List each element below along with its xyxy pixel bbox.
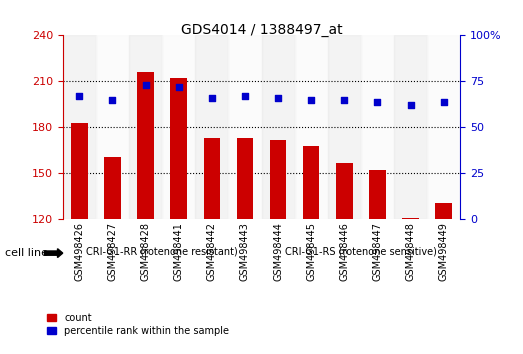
- Bar: [402, 218, 419, 219]
- Bar: [369, 170, 385, 219]
- Bar: [328, 35, 361, 219]
- Bar: [195, 35, 229, 219]
- Point: [439, 99, 448, 104]
- Bar: [303, 146, 320, 219]
- Bar: [262, 35, 294, 219]
- Bar: [270, 140, 287, 219]
- Point: [241, 93, 249, 99]
- Bar: [96, 35, 129, 219]
- Text: CRI-G1-RS (rotenone sensitive): CRI-G1-RS (rotenone sensitive): [285, 246, 437, 256]
- Point: [141, 82, 150, 88]
- Point: [340, 97, 348, 103]
- Bar: [236, 138, 253, 219]
- Bar: [170, 78, 187, 219]
- Bar: [435, 202, 452, 219]
- Text: CRI-G1-RR (rotenone resistant): CRI-G1-RR (rotenone resistant): [86, 246, 238, 256]
- Legend: count, percentile rank within the sample: count, percentile rank within the sample: [47, 313, 229, 336]
- Bar: [294, 35, 328, 219]
- Bar: [71, 123, 87, 219]
- Bar: [229, 35, 262, 219]
- Text: cell line: cell line: [5, 248, 48, 258]
- Bar: [394, 35, 427, 219]
- Point: [175, 84, 183, 90]
- Bar: [137, 72, 154, 219]
- Point: [108, 97, 117, 103]
- Bar: [361, 35, 394, 219]
- Point: [274, 95, 282, 101]
- Bar: [162, 35, 195, 219]
- Text: GDS4014 / 1388497_at: GDS4014 / 1388497_at: [180, 23, 343, 37]
- Point: [208, 95, 216, 101]
- Bar: [104, 156, 121, 219]
- Point: [406, 103, 415, 108]
- Point: [307, 97, 315, 103]
- Bar: [336, 163, 353, 219]
- Point: [75, 93, 84, 99]
- Bar: [203, 138, 220, 219]
- Bar: [129, 35, 162, 219]
- Bar: [63, 35, 96, 219]
- Point: [373, 99, 382, 104]
- Bar: [427, 35, 460, 219]
